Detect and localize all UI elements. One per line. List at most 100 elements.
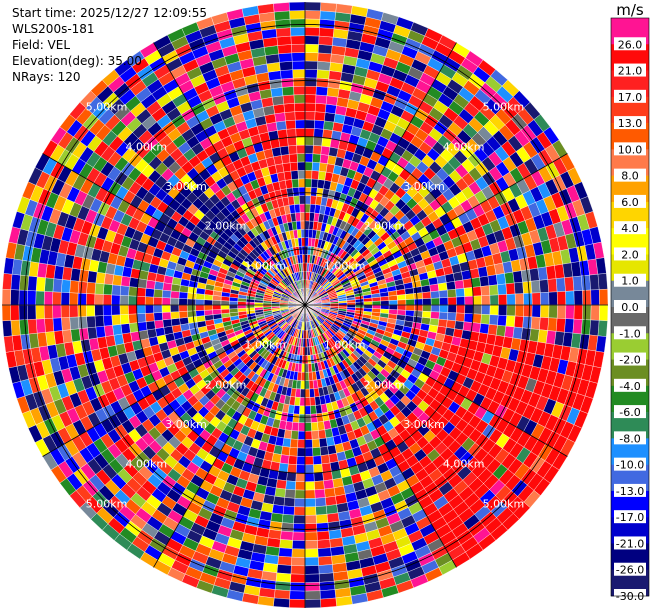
velocity-gate — [294, 111, 306, 121]
velocity-gate — [293, 195, 300, 205]
velocity-gate — [464, 304, 474, 314]
velocity-gate — [316, 530, 330, 541]
colorbar-tick-backdrop — [614, 378, 646, 392]
colorbar-tick-backdrop — [614, 247, 646, 261]
velocity-gate — [280, 530, 294, 541]
velocity-gate — [312, 455, 322, 465]
colorbar-tick-backdrop — [614, 168, 646, 182]
velocity-gate — [220, 308, 230, 314]
velocity-gate — [581, 319, 591, 336]
velocity-gate — [19, 319, 29, 336]
velocity-gate — [304, 506, 317, 516]
velocity-gate — [277, 555, 292, 566]
velocity-gate — [539, 317, 549, 331]
velocity-gate — [289, 590, 306, 600]
ring-label: 4.00km — [126, 140, 168, 153]
velocity-gate — [319, 581, 336, 591]
velocity-gate — [405, 299, 415, 306]
velocity-gate — [371, 296, 381, 302]
velocity-gate — [316, 69, 330, 80]
velocity-gate — [274, 581, 291, 591]
velocity-gate — [18, 304, 28, 321]
velocity-gate — [52, 317, 63, 332]
velocity-gate — [275, 163, 285, 174]
velocity-gate — [137, 278, 148, 289]
velocity-gate — [446, 319, 456, 329]
velocity-gate — [335, 595, 353, 607]
velocity-gate — [286, 472, 297, 482]
velocity-gate — [447, 288, 457, 298]
velocity-gate — [325, 496, 337, 507]
velocity-gate — [555, 318, 566, 333]
velocity-gate — [43, 291, 54, 306]
azimuth-spoke — [42, 153, 306, 306]
velocity-gate — [294, 489, 306, 499]
velocity-gate — [430, 304, 440, 313]
ring-label: 2.00km — [205, 220, 247, 233]
velocity-gate — [290, 565, 306, 575]
ring-label: 2.00km — [364, 220, 406, 233]
velocity-gate — [112, 324, 123, 336]
colorbar-tick-label: -4.0 — [619, 380, 640, 393]
velocity-gate — [136, 313, 147, 323]
velocity-gate — [514, 304, 525, 317]
velocity-gate — [325, 95, 339, 106]
velocity-gate — [455, 312, 465, 322]
nrays-label: NRays: 120 — [12, 70, 81, 84]
velocity-gate — [103, 273, 114, 285]
velocity-gate — [304, 472, 315, 482]
velocity-gate — [52, 278, 63, 293]
velocity-gate — [317, 547, 332, 558]
velocity-gate — [274, 19, 291, 29]
velocity-gate — [273, 155, 283, 166]
velocity-gate — [291, 178, 300, 188]
velocity-gate — [304, 77, 318, 87]
velocity-gate — [154, 319, 164, 329]
velocity-gate — [112, 274, 123, 286]
velocity-gate — [35, 304, 45, 320]
velocity-gate — [111, 314, 122, 326]
velocity-gate — [447, 312, 457, 322]
velocity-gate — [498, 294, 508, 306]
velocity-gate — [325, 103, 337, 114]
velocity-gate — [145, 288, 155, 298]
velocity-gate — [296, 220, 302, 230]
velocity-gate — [119, 295, 129, 306]
azimuth-spoke — [304, 153, 568, 306]
velocity-gate — [285, 480, 296, 491]
velocity-gate — [288, 153, 298, 163]
velocity-gate — [212, 304, 222, 311]
velocity-gate — [300, 372, 306, 381]
colorbar-tick-backdrop — [614, 89, 646, 103]
velocity-gate — [273, 496, 285, 507]
velocity-gate — [203, 309, 214, 316]
velocity-gate — [163, 325, 174, 335]
velocity-gate — [293, 85, 306, 96]
velocity-gate — [289, 438, 299, 449]
velocity-gate — [186, 304, 196, 312]
velocity-gate — [304, 447, 314, 457]
velocity-gate — [187, 292, 197, 300]
velocity-gate — [422, 298, 432, 306]
velocity-gate — [60, 304, 70, 318]
velocity-gate — [447, 304, 457, 314]
ring-label: 5.00km — [483, 101, 525, 114]
velocity-gate — [582, 304, 592, 321]
instrument-label: WLS200s-181 — [12, 22, 95, 36]
velocity-gate — [439, 297, 449, 306]
velocity-gate — [309, 388, 315, 398]
ring-label: 3.00km — [165, 180, 207, 193]
velocity-gate — [281, 446, 291, 456]
velocity-gate — [313, 136, 323, 147]
velocity-gate — [69, 280, 80, 294]
velocity-gate — [325, 436, 335, 447]
velocity-gate — [2, 320, 13, 337]
velocity-gate — [283, 170, 292, 181]
velocity-gate — [87, 326, 98, 340]
velocity-gate — [187, 310, 197, 318]
velocity-gate — [283, 497, 296, 507]
ring-label: 1.00km — [245, 259, 287, 272]
velocity-gate — [195, 304, 205, 311]
velocity-gate — [297, 439, 306, 449]
velocity-gate — [430, 290, 440, 299]
